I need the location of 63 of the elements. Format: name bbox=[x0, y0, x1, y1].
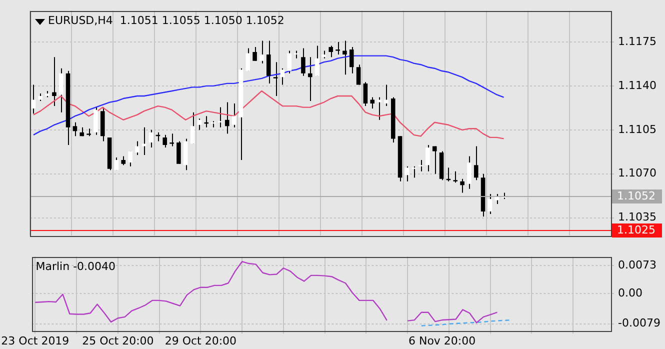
candlestick bbox=[246, 48, 250, 72]
candlestick bbox=[190, 112, 195, 144]
candlestick bbox=[474, 146, 478, 181]
candlestick bbox=[336, 41, 340, 56]
candlestick bbox=[314, 45, 320, 76]
candlestick bbox=[342, 40, 347, 76]
candlestick bbox=[453, 170, 458, 184]
x-tick-label: 25 Oct 20:00 bbox=[82, 334, 154, 348]
x-tick-label: 23 Oct 2019 bbox=[1, 334, 70, 348]
y-tick-label: -0.0079 bbox=[618, 316, 660, 330]
x-tick-label: 6 Nov 20:00 bbox=[408, 334, 476, 348]
candlestick bbox=[488, 193, 492, 215]
candlestick bbox=[460, 178, 464, 194]
candlestick bbox=[94, 106, 98, 136]
y-tick-label: 1.1070 bbox=[618, 166, 656, 180]
y-tick-label: 0.00 bbox=[618, 286, 642, 300]
candlestick bbox=[232, 103, 236, 128]
candlestick bbox=[224, 102, 230, 134]
candlestick bbox=[384, 84, 388, 107]
candlestick bbox=[162, 134, 168, 148]
candlestick bbox=[418, 160, 423, 172]
candlestick bbox=[128, 150, 132, 167]
candlestick bbox=[363, 82, 368, 107]
candlestick bbox=[412, 166, 416, 178]
chart-title: Marlin -0.0040 bbox=[36, 260, 116, 273]
y-tick-label: 0.0073 bbox=[618, 258, 656, 272]
candlestick bbox=[404, 166, 410, 182]
candlestick bbox=[377, 96, 382, 120]
candlestick bbox=[52, 56, 56, 107]
candlestick bbox=[31, 84, 36, 114]
candlestick bbox=[349, 46, 354, 74]
candlestick bbox=[273, 62, 278, 96]
chart-title: EURUSD,H4 1.1051 1.1055 1.1050 1.1052 bbox=[48, 14, 284, 27]
candlestick bbox=[135, 140, 140, 156]
candlestick bbox=[72, 122, 78, 137]
candlestick bbox=[114, 157, 119, 171]
candlestick bbox=[301, 48, 306, 76]
candlestick bbox=[280, 68, 285, 86]
candlestick bbox=[356, 64, 361, 86]
candlestick bbox=[308, 56, 312, 102]
candlestick bbox=[176, 140, 181, 164]
candlestick bbox=[287, 50, 292, 74]
candlestick bbox=[148, 129, 154, 148]
y-tick-label: 1.1035 bbox=[618, 210, 656, 224]
candlestick bbox=[467, 156, 472, 190]
candlestick bbox=[260, 40, 264, 64]
candlestick bbox=[328, 45, 334, 58]
candlestick bbox=[426, 144, 430, 172]
candlestick bbox=[252, 46, 257, 62]
candlestick bbox=[370, 96, 375, 110]
ref-line-label: 1.1052 bbox=[617, 189, 656, 202]
y-tick-label: 1.1105 bbox=[618, 122, 656, 136]
x-tick-label: 29 Oct 20:00 bbox=[164, 334, 237, 348]
y-tick-label: 1.1140 bbox=[618, 78, 656, 92]
candlestick bbox=[218, 106, 222, 128]
candlestick bbox=[183, 138, 188, 171]
y-tick-label: 1.1175 bbox=[618, 34, 656, 48]
candlestick bbox=[266, 40, 271, 84]
candlestick bbox=[142, 126, 146, 156]
candlestick bbox=[58, 68, 64, 113]
candlestick bbox=[197, 118, 202, 130]
candlestick bbox=[432, 146, 437, 174]
ref-line-label: 1.1025 bbox=[617, 223, 656, 236]
